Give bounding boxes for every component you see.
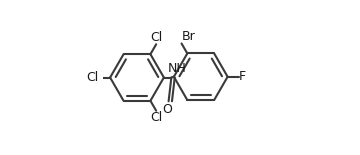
Text: Br: Br xyxy=(181,31,195,43)
Text: Cl: Cl xyxy=(150,111,162,124)
Text: F: F xyxy=(239,70,246,83)
Text: Cl: Cl xyxy=(150,31,162,44)
Text: NH: NH xyxy=(168,62,187,75)
Text: O: O xyxy=(162,103,172,115)
Text: Cl: Cl xyxy=(86,71,99,84)
